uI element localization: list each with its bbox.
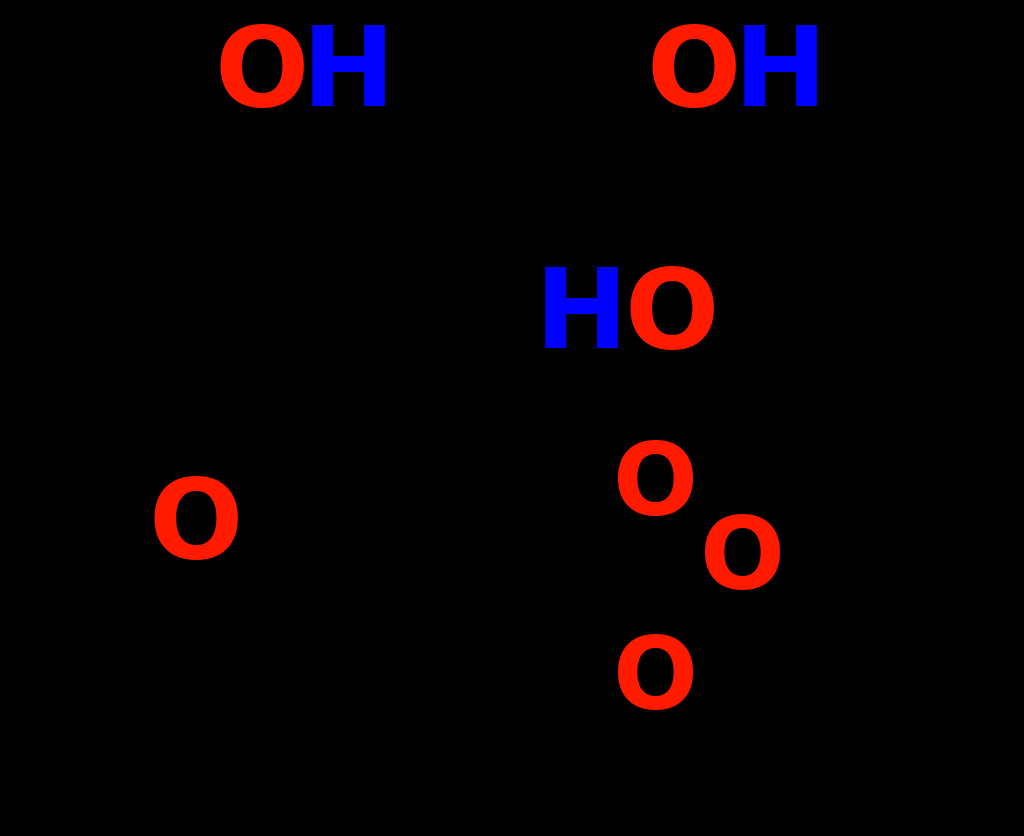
Text: O: O bbox=[148, 473, 243, 580]
Text: O: O bbox=[613, 438, 698, 535]
Text: O: O bbox=[700, 513, 785, 609]
Text: O: O bbox=[613, 633, 698, 730]
Text: H: H bbox=[302, 22, 395, 129]
Text: H: H bbox=[734, 22, 827, 129]
Text: O: O bbox=[624, 263, 719, 370]
Text: O: O bbox=[647, 22, 741, 129]
Text: O: O bbox=[215, 22, 309, 129]
Text: H: H bbox=[535, 263, 628, 370]
